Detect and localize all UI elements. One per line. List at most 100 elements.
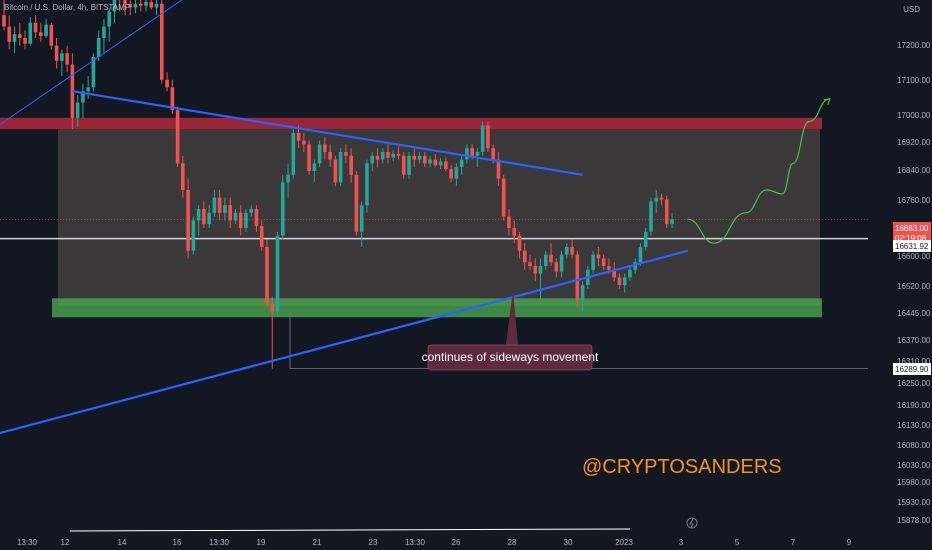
candle-body (128, 3, 133, 8)
y-tick-label: 15878.00 (897, 516, 931, 525)
candle-body (191, 220, 196, 251)
candle-body (449, 169, 453, 179)
x-tick-label: 12 (61, 538, 70, 547)
candle-body (386, 152, 390, 158)
candle-body (365, 163, 369, 206)
candle-body (475, 152, 480, 156)
candle-body (160, 3, 164, 80)
candle-body (444, 161, 448, 170)
candle-body (33, 22, 38, 33)
candle-body (423, 155, 427, 164)
x-tick-label: 3 (679, 538, 684, 547)
candle-body (607, 266, 611, 270)
candle-body (12, 34, 17, 42)
candle-body (428, 159, 432, 164)
candle-body (517, 235, 522, 251)
range-zone (58, 129, 820, 306)
candle-body (170, 87, 175, 111)
annotation-box (427, 344, 593, 371)
candle-body (102, 26, 106, 38)
candle-body (612, 269, 616, 278)
candle-body (138, 3, 143, 6)
candle-body (49, 24, 54, 46)
y-tick-label: 16310.00 (897, 357, 931, 366)
candle-body (275, 235, 280, 312)
candle-body (628, 269, 632, 278)
candle-body (296, 133, 301, 141)
candle-body (259, 226, 264, 247)
candle-body (349, 155, 353, 175)
x-tick-label: 14 (118, 538, 127, 547)
candle-body (302, 140, 306, 145)
candle-body (144, 1, 148, 6)
y-tick-label: 16920.00 (897, 138, 931, 147)
candle-body (375, 155, 380, 160)
candle-body (433, 159, 438, 166)
candle-body (307, 144, 311, 171)
candle-body (601, 258, 606, 266)
projection-arrowhead (823, 98, 831, 105)
candle-body (181, 163, 185, 190)
candle-body (254, 209, 259, 227)
candle-body (370, 155, 374, 164)
candle-body (228, 205, 232, 221)
candle-body (112, 0, 117, 12)
candle-body (633, 262, 637, 270)
candle-body (39, 32, 43, 37)
y-tick-label: 16760.00 (897, 196, 931, 205)
x-tick-label: 26 (452, 538, 461, 547)
candle-body (480, 125, 485, 152)
projection-path (687, 98, 830, 244)
candle-body (617, 277, 622, 285)
candle-body (459, 159, 464, 168)
candle-body (638, 247, 643, 263)
candle-body (175, 110, 180, 164)
countdown-label: 02:19:08 (895, 234, 927, 243)
candle-body (149, 1, 154, 8)
candle-body (286, 174, 290, 183)
candle-body (312, 163, 317, 171)
candle-body (265, 247, 269, 304)
x-tick-label: 5 (735, 538, 740, 547)
candle-body (591, 254, 595, 270)
candle-body (649, 201, 653, 232)
candle-body (333, 159, 338, 183)
y-tick-label: 16080.00 (897, 441, 931, 450)
level-price-label: 16631.92 (895, 242, 929, 251)
x-tick-label: 9 (847, 538, 852, 547)
candle-body (417, 155, 422, 160)
candle-body (359, 205, 364, 232)
candle-body (338, 152, 343, 183)
lightning-icon[interactable] (686, 517, 698, 529)
low-price-label: 16289.90 (895, 365, 929, 374)
candle-body (543, 254, 548, 266)
candle-body (391, 153, 396, 158)
x-tick-label: 2023 (615, 538, 633, 547)
x-tick-label: 7 (791, 538, 796, 547)
support-zone (52, 298, 822, 318)
candle-body (622, 277, 627, 285)
y-tick-label: 17100.00 (897, 76, 931, 85)
candle-body (664, 199, 669, 225)
candle-body (28, 22, 33, 44)
trendline-upper-falling (72, 90, 583, 176)
x-tick-label: 13:30 (209, 538, 230, 547)
x-tick-label: 21 (313, 538, 322, 547)
candle-body (212, 197, 217, 213)
annotation-text: continues of sideways movement (422, 350, 599, 364)
candle-body (580, 285, 585, 301)
candle-body (96, 38, 101, 57)
candle-body (501, 178, 506, 217)
candle-body (54, 45, 59, 61)
x-tick-label: 19 (257, 538, 266, 547)
candle-body (133, 3, 138, 8)
candle-body (317, 144, 322, 164)
candle-body (512, 228, 517, 236)
candle-body (244, 212, 248, 228)
candle-body (559, 254, 564, 272)
symbol-title: Bitcoin / U.S. Dollar, 4h, BITSTAMP (4, 3, 131, 12)
y-tick-label: 16445.00 (897, 309, 931, 318)
candle-body (291, 133, 296, 175)
x-tick-label: 16 (173, 538, 182, 547)
